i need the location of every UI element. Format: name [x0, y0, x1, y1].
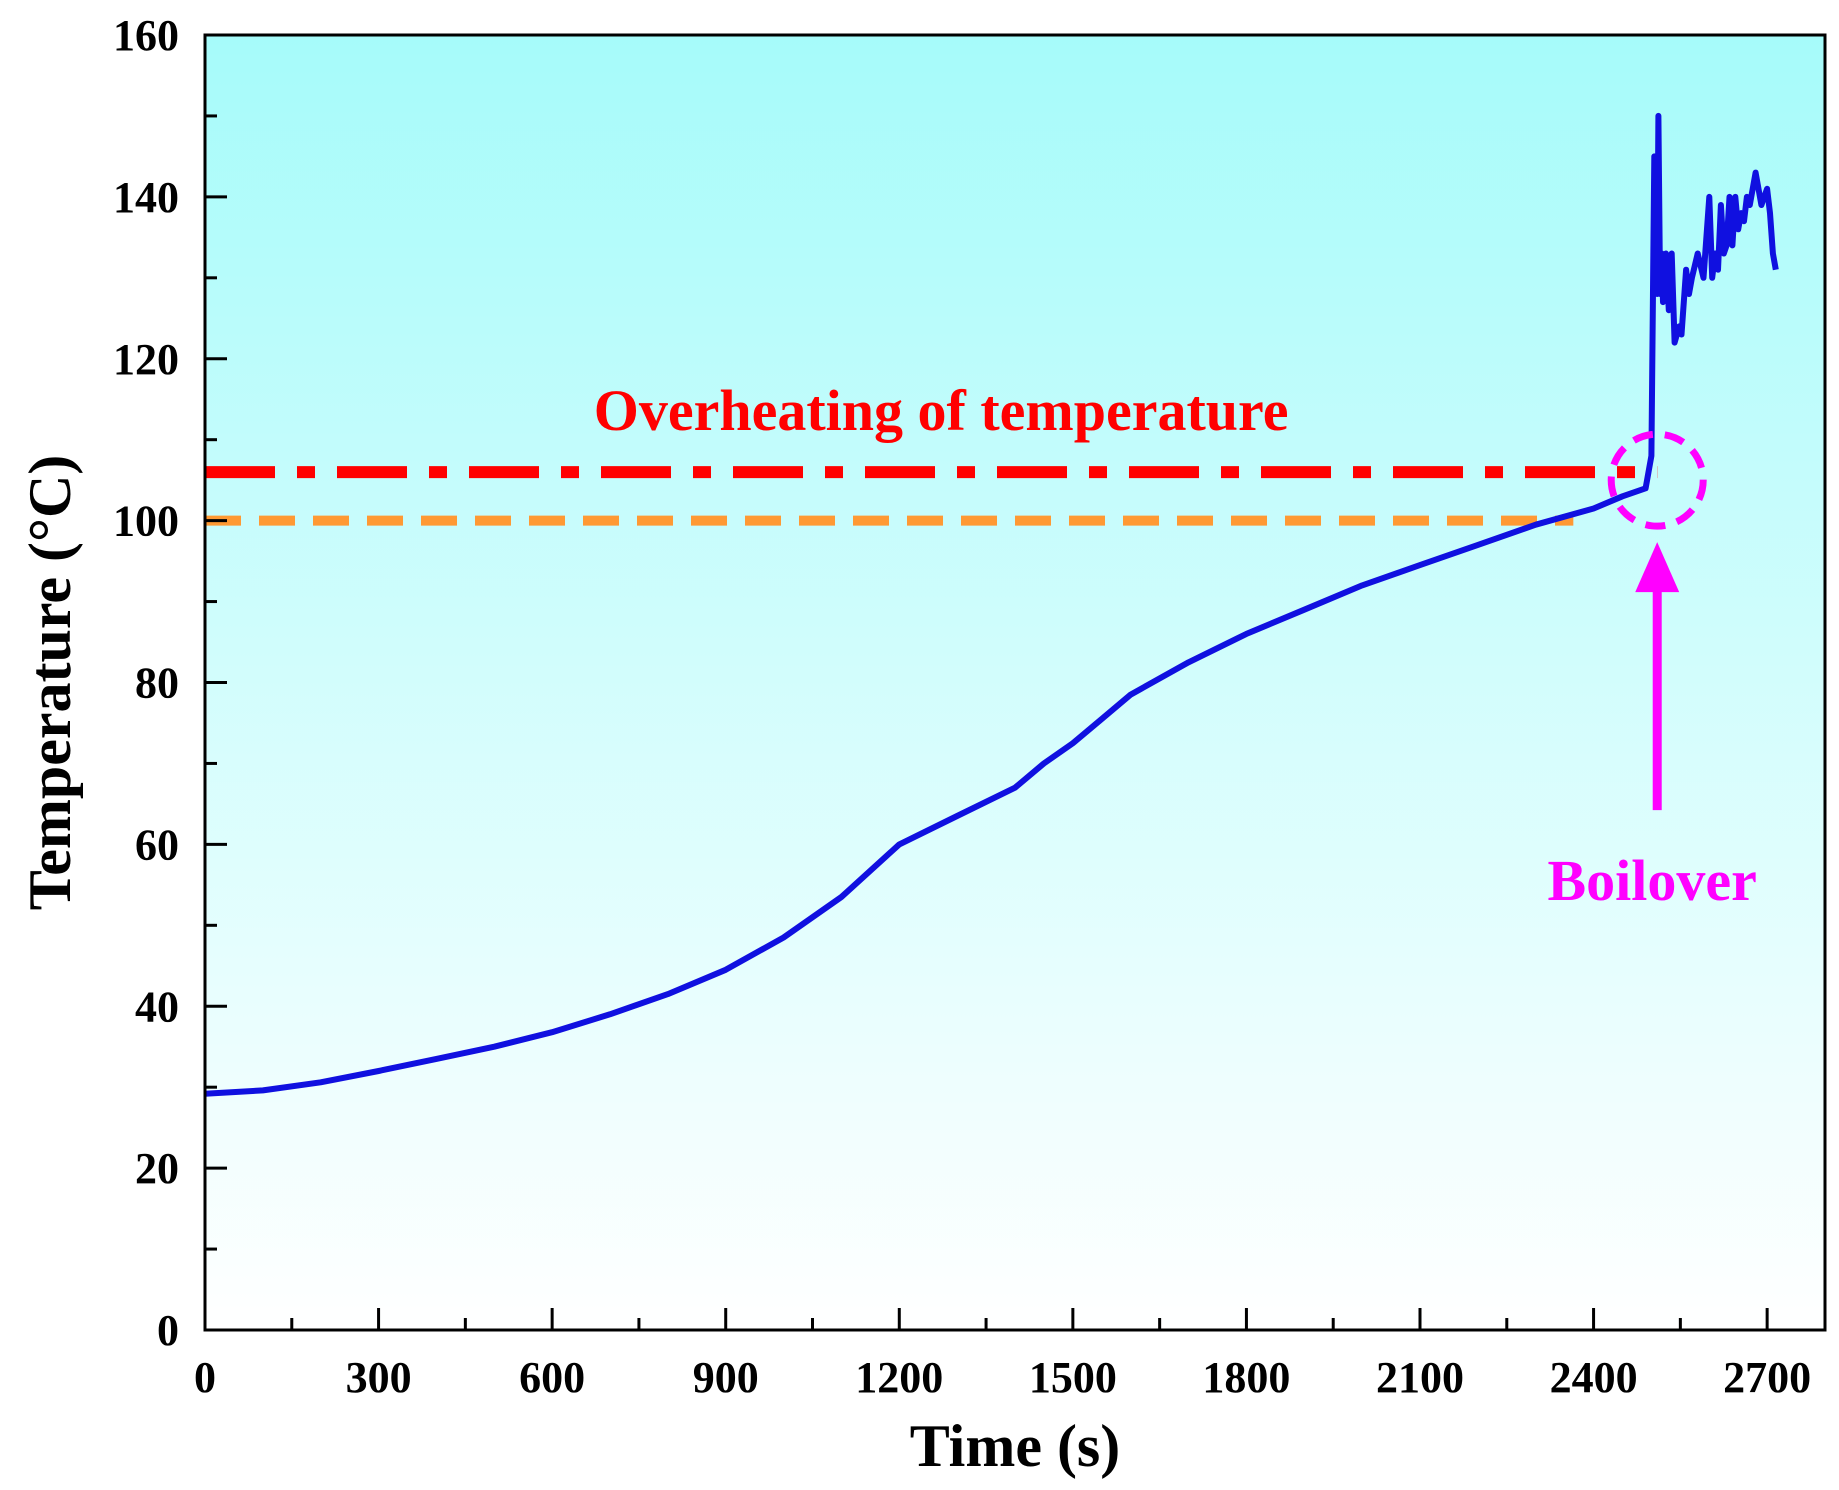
y-tick-label: 0: [157, 1306, 179, 1355]
boilover-highlight-circle: [1607, 430, 1707, 530]
y-tick-label: 60: [135, 820, 179, 869]
x-tick-label: 2100: [1376, 1353, 1464, 1402]
boilover-annotation: Boilover: [1548, 848, 1757, 913]
boilover-arrow-head: [1635, 542, 1680, 593]
x-tick-label: 0: [194, 1353, 216, 1402]
x-tick-label: 600: [519, 1353, 585, 1402]
x-axis-label: Time (s): [910, 1413, 1121, 1479]
x-tick-label: 300: [346, 1353, 412, 1402]
axes: 0 300 600 900 1200 1500 1800 2100 2400 2700 0 20 40 6…: [113, 11, 1811, 1402]
temperature-series-line: [205, 112, 1779, 1097]
x-tick-label: 2700: [1723, 1353, 1811, 1402]
series-layer: [205, 112, 1779, 1097]
y-tick-label: 20: [135, 1144, 179, 1193]
x-tick-label: 1200: [855, 1353, 943, 1402]
annotation-layer: Overheating of temperature Boilover: [594, 378, 1757, 913]
y-axis-label: Temperature (°C): [17, 455, 83, 911]
y-tick-label: 80: [135, 659, 179, 708]
plot-background: [205, 35, 1825, 1330]
y-tick-label: 100: [113, 497, 179, 546]
y-tick-label: 120: [113, 335, 179, 384]
y-tick-label: 160: [113, 11, 179, 60]
x-tick-label: 900: [693, 1353, 759, 1402]
y-tick-label: 40: [135, 982, 179, 1031]
x-tick-label: 1800: [1202, 1353, 1290, 1402]
x-tick-label: 2400: [1550, 1353, 1638, 1402]
y-tick-label: 140: [113, 173, 179, 222]
overheating-annotation: Overheating of temperature: [594, 378, 1289, 443]
reference-lines: [205, 466, 1658, 526]
x-tick-label: 1500: [1029, 1353, 1117, 1402]
